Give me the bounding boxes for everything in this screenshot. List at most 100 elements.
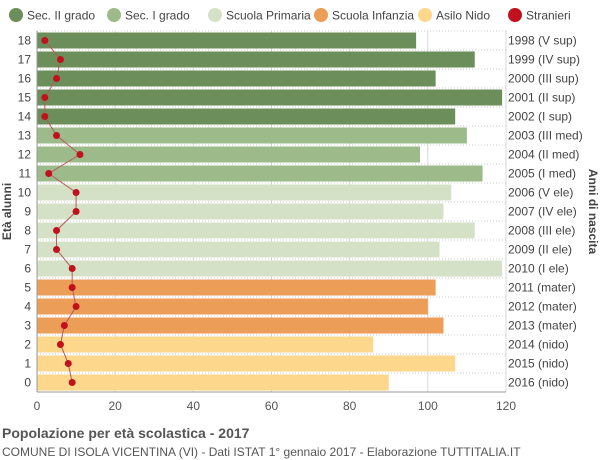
bar-age-8	[37, 222, 475, 239]
bar-age-2	[37, 336, 374, 353]
legend-label: Stranieri	[526, 9, 571, 23]
birth-year-label: 2003 (III med)	[508, 129, 583, 143]
bar-age-4	[37, 298, 428, 315]
bar-age-9	[37, 203, 444, 220]
bar-age-10	[37, 184, 452, 201]
y-axis-title: Età alunni	[0, 183, 14, 240]
birth-year-label: 2004 (II med)	[508, 148, 579, 162]
x-tick-label: 60	[265, 399, 279, 413]
stranieri-point	[68, 265, 76, 272]
bar-age-13	[37, 127, 467, 144]
chart-subtitle: COMUNE DI ISOLA VICENTINA (VI) - Dati IS…	[2, 445, 521, 459]
stranieri-point	[53, 227, 61, 234]
stranieri-point	[68, 379, 76, 386]
birth-year-label: 2009 (II ele)	[508, 243, 572, 257]
birth-year-label: 2007 (IV ele)	[508, 205, 577, 219]
bar-age-1	[37, 355, 456, 372]
stranieri-point	[56, 56, 64, 63]
stranieri-point	[41, 37, 49, 44]
bar-age-6	[37, 260, 503, 277]
age-label: 2	[24, 338, 31, 352]
bar-age-16	[37, 70, 436, 87]
legend-marker	[418, 8, 432, 22]
age-label: 5	[24, 281, 31, 295]
x-tick-label: 20	[108, 399, 122, 413]
stranieri-point	[72, 189, 80, 196]
age-label: 9	[24, 205, 31, 219]
age-label: 4	[24, 300, 31, 314]
y-axis-title-right: Anni di nascita	[586, 169, 600, 255]
stranieri-point	[53, 132, 61, 139]
age-label: 3	[24, 319, 31, 333]
birth-year-label: 2008 (III ele)	[508, 224, 575, 238]
birth-year-label: 2015 (nido)	[508, 357, 569, 371]
x-tick-label: 120	[496, 399, 516, 413]
stranieri-point	[60, 322, 68, 329]
birth-year-label: 1998 (V sup)	[508, 34, 577, 48]
bar-age-7	[37, 241, 440, 258]
bar-age-5	[37, 279, 436, 296]
birth-year-label: 2011 (mater)	[508, 281, 576, 295]
legend-marker	[9, 8, 23, 22]
birth-year-label: 2014 (nido)	[508, 338, 569, 352]
bar-age-11	[37, 165, 483, 182]
legend-label: Scuola Infanzia	[332, 9, 414, 23]
stranieri-point	[53, 75, 61, 82]
legend-label: Asilo Nido	[436, 9, 490, 23]
legend-marker	[508, 8, 522, 22]
x-tick-label: 40	[187, 399, 201, 413]
birth-year-label: 2005 (I med)	[508, 167, 576, 181]
x-tick-label: 0	[34, 399, 41, 413]
age-label: 7	[24, 243, 31, 257]
stranieri-point	[64, 360, 72, 367]
age-label: 15	[18, 91, 32, 105]
age-label: 12	[18, 148, 32, 162]
age-label: 13	[18, 129, 32, 143]
birth-year-label: 2013 (mater)	[508, 319, 577, 333]
stranieri-point	[68, 284, 76, 291]
stranieri-point	[56, 341, 64, 348]
legend-label: Sec. I grado	[125, 9, 190, 23]
bar-age-17	[37, 51, 475, 68]
age-label: 10	[18, 186, 32, 200]
legend-label: Scuola Primaria	[226, 9, 311, 23]
birth-year-label: 2000 (III sup)	[508, 72, 579, 86]
birth-year-label: 1999 (IV sup)	[508, 53, 580, 67]
age-label: 6	[24, 262, 31, 276]
bar-age-0	[37, 374, 389, 391]
legend-marker	[107, 8, 121, 22]
chart-title: Popolazione per età scolastica - 2017	[2, 425, 250, 441]
stranieri-point	[76, 151, 84, 158]
birth-year-label: 2001 (II sup)	[508, 91, 575, 105]
age-label: 14	[18, 110, 32, 124]
stranieri-point	[41, 113, 49, 120]
bar-age-14	[37, 108, 456, 125]
bar-age-18	[37, 32, 417, 49]
birth-year-label: 2006 (V ele)	[508, 186, 573, 200]
bar-age-12	[37, 146, 421, 163]
birth-year-label: 2010 (I ele)	[508, 262, 569, 276]
bar-age-3	[37, 317, 444, 334]
birth-year-label: 2016 (nido)	[508, 376, 569, 390]
age-label: 0	[24, 376, 31, 390]
age-label: 16	[18, 72, 32, 86]
age-label: 17	[18, 53, 32, 67]
stranieri-point	[45, 170, 53, 177]
birth-year-label: 2012 (mater)	[508, 300, 577, 314]
age-label: 11	[19, 167, 32, 181]
x-tick-label: 80	[343, 399, 357, 413]
birth-year-label: 2002 (I sup)	[508, 110, 572, 124]
stranieri-point	[72, 208, 80, 215]
stranieri-point	[53, 246, 61, 253]
age-label: 1	[24, 357, 31, 371]
age-label: 8	[24, 224, 31, 238]
legend-label: Sec. II grado	[27, 9, 95, 23]
age-label: 18	[18, 34, 32, 48]
legend-marker	[314, 8, 328, 22]
x-tick-label: 100	[418, 399, 438, 413]
legend-marker	[208, 8, 222, 22]
stranieri-point	[72, 303, 80, 310]
stranieri-point	[41, 94, 49, 101]
bar-age-15	[37, 89, 503, 106]
